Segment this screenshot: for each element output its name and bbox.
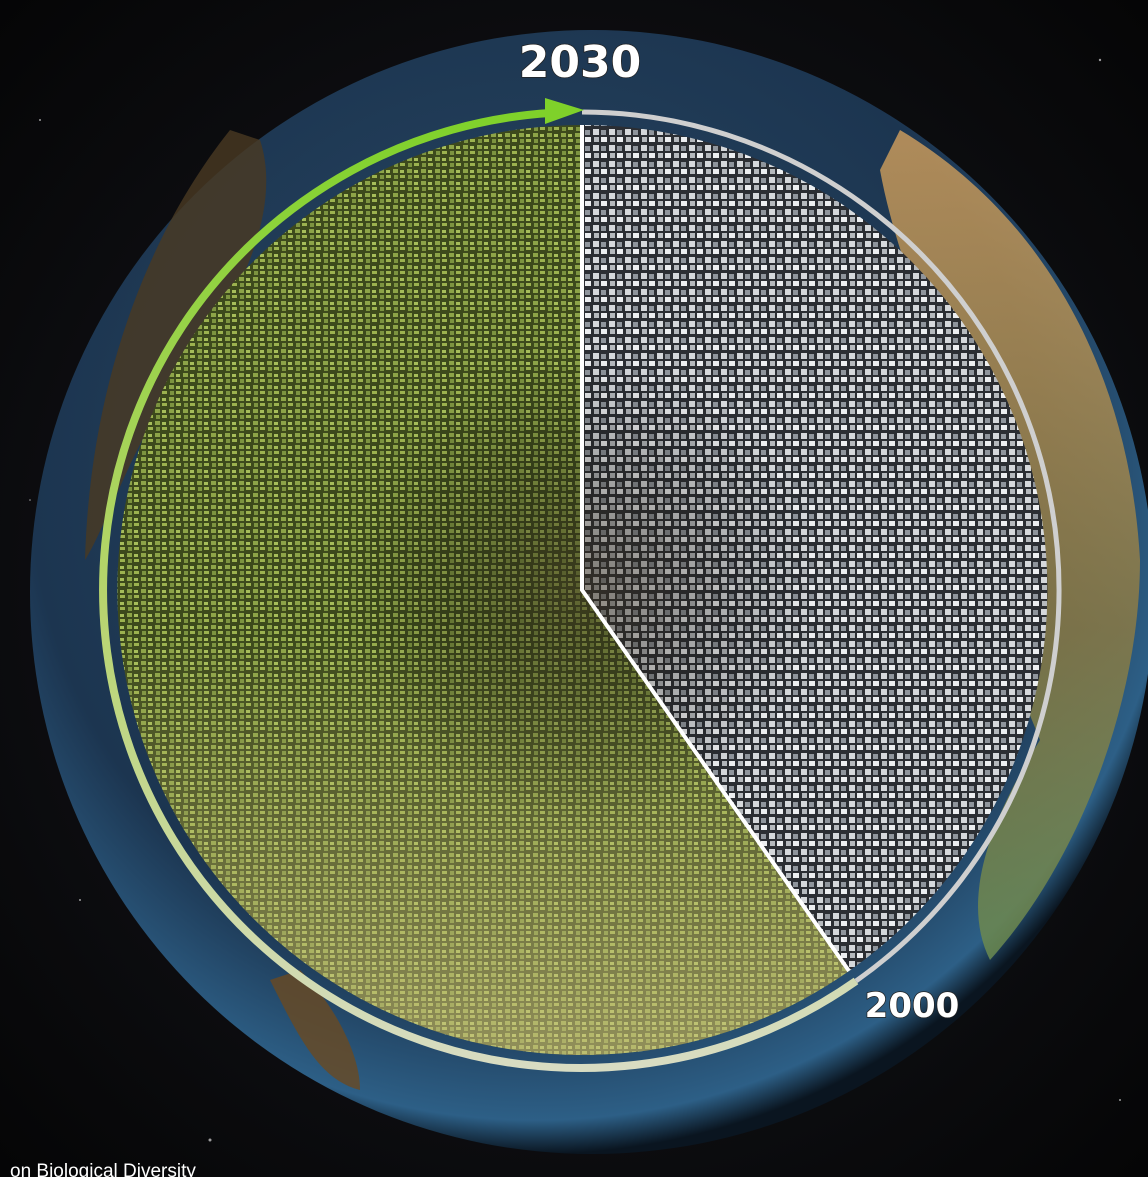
source-text: on Biological Diversity — [10, 1161, 196, 1177]
year-label: 2000 — [865, 986, 960, 1026]
continent — [270, 970, 360, 1090]
year-label: 2030 — [519, 37, 641, 88]
continent — [85, 130, 267, 560]
arrow-head — [545, 98, 584, 124]
stars — [29, 58, 1121, 1142]
wedge-divider — [580, 125, 851, 973]
ring-2000 — [581, 109, 1062, 984]
growth-arrow — [99, 109, 859, 1072]
